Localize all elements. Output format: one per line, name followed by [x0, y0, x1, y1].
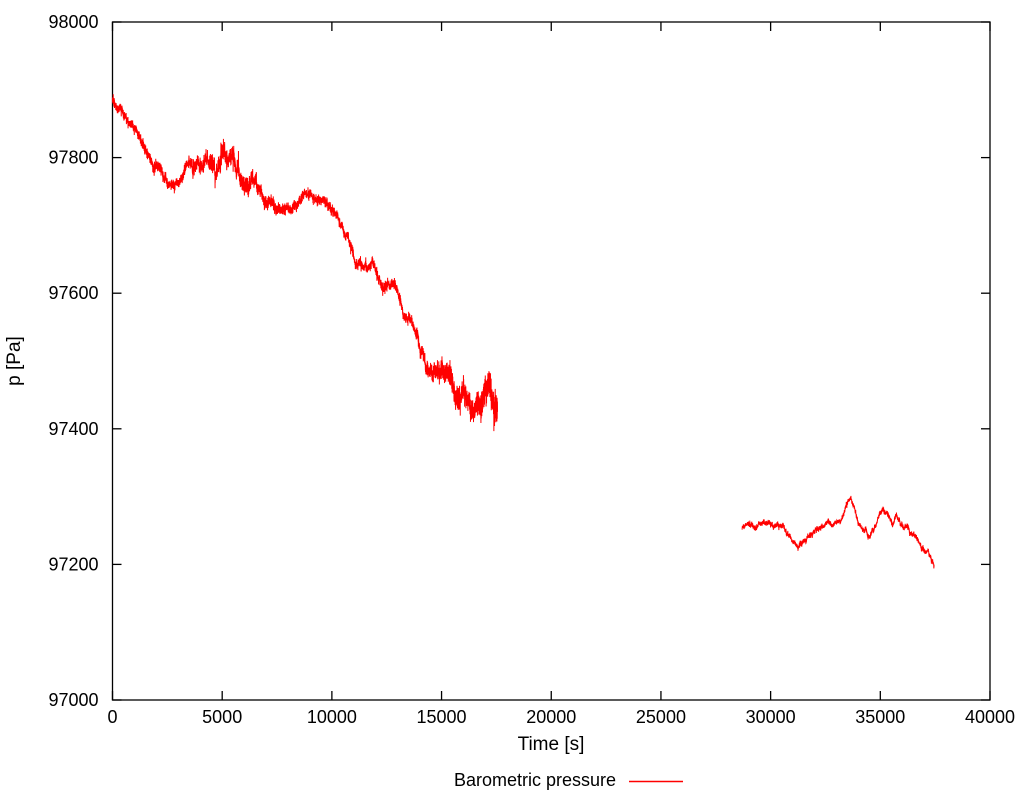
svg-text:15000: 15000 [417, 707, 467, 727]
svg-text:Barometric pressure: Barometric pressure [454, 770, 616, 790]
svg-text:30000: 30000 [746, 707, 796, 727]
svg-text:97600: 97600 [48, 283, 98, 303]
svg-text:20000: 20000 [526, 707, 576, 727]
svg-text:97200: 97200 [48, 554, 98, 574]
svg-text:35000: 35000 [855, 707, 905, 727]
svg-text:40000: 40000 [965, 707, 1015, 727]
svg-text:p [Pa]: p [Pa] [4, 336, 25, 386]
svg-text:10000: 10000 [307, 707, 357, 727]
svg-text:0: 0 [107, 707, 117, 727]
svg-text:97000: 97000 [48, 690, 98, 710]
svg-text:25000: 25000 [636, 707, 686, 727]
svg-text:Time [s]: Time [s] [518, 734, 585, 755]
svg-text:97400: 97400 [48, 419, 98, 439]
svg-text:97800: 97800 [48, 148, 98, 168]
svg-text:5000: 5000 [202, 707, 242, 727]
svg-text:98000: 98000 [48, 12, 98, 32]
